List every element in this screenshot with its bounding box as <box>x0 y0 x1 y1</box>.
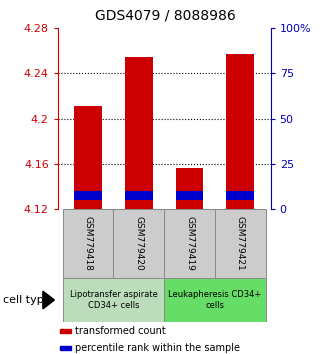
Text: Lipotransfer aspirate
CD34+ cells: Lipotransfer aspirate CD34+ cells <box>70 290 157 310</box>
Bar <box>60 329 71 333</box>
Bar <box>74 191 102 200</box>
Bar <box>63 278 164 322</box>
Bar <box>164 278 266 322</box>
Text: GDS4079 / 8088986: GDS4079 / 8088986 <box>95 9 235 23</box>
Text: GSM779419: GSM779419 <box>185 216 194 271</box>
Bar <box>176 168 204 209</box>
Text: GSM779421: GSM779421 <box>236 216 245 271</box>
Bar <box>125 191 153 200</box>
Text: GSM779420: GSM779420 <box>134 216 143 271</box>
Bar <box>226 191 254 200</box>
Bar <box>226 54 254 209</box>
Text: transformed count: transformed count <box>75 326 166 336</box>
Bar <box>114 209 164 278</box>
Bar <box>176 191 204 200</box>
Bar <box>63 209 114 278</box>
Text: cell type: cell type <box>3 295 51 305</box>
Bar <box>164 209 215 278</box>
Bar <box>125 57 153 209</box>
Text: percentile rank within the sample: percentile rank within the sample <box>75 343 240 353</box>
Bar <box>215 209 266 278</box>
Text: Leukapheresis CD34+
cells: Leukapheresis CD34+ cells <box>168 290 261 310</box>
Text: GSM779418: GSM779418 <box>84 216 93 271</box>
Polygon shape <box>43 291 54 309</box>
Bar <box>74 106 102 209</box>
Bar <box>60 346 71 350</box>
